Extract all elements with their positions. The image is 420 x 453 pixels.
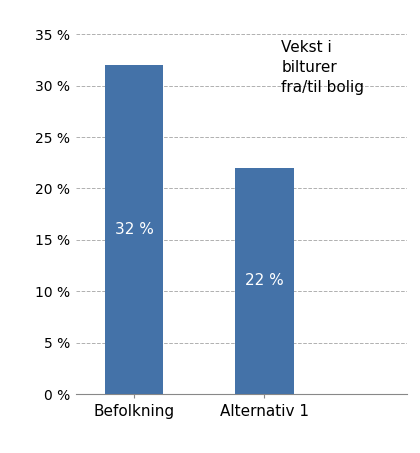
Bar [105,65,163,394]
Text: 22 %: 22 % [245,274,284,289]
Text: 32 %: 32 % [115,222,154,237]
Text: Vekst i
bilturer
fra/til bolig: Vekst i bilturer fra/til bolig [281,40,364,95]
Bar [235,168,294,394]
